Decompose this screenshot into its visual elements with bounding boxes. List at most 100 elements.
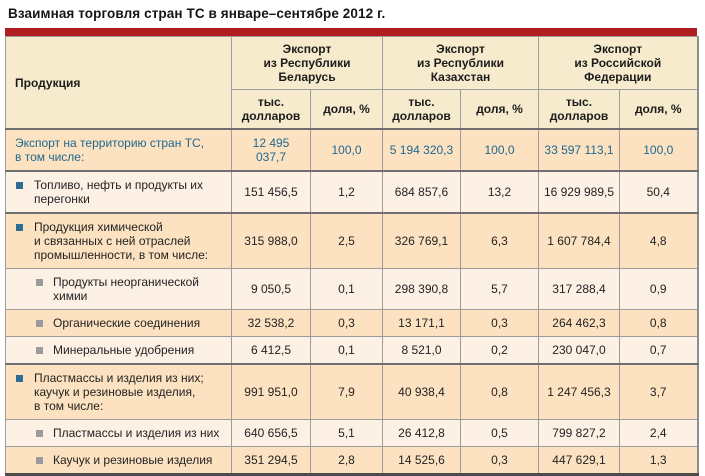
value-cell: 317 288,4 — [538, 268, 620, 310]
row-label: Каучук и резиновые изделия — [5, 446, 232, 475]
value-cell: 326 769,1 — [382, 212, 461, 269]
value-cell: 5,1 — [310, 419, 383, 447]
column-header-export-russia: Экспорт из Российской Федерации — [537, 36, 699, 90]
value-cell: 351 294,5 — [231, 446, 311, 475]
value-cell: 640 656,5 — [231, 419, 311, 447]
row-label-text: Продукты неорганической химии — [53, 275, 200, 303]
column-header-thousand-dollars-kazakhstan: тыс. долларов — [382, 89, 461, 130]
value-cell: 50,4 — [618, 170, 699, 214]
value-cell: 100,0 — [310, 128, 383, 172]
value-cell: 264 462,3 — [538, 309, 620, 337]
row-label-text: Пластмассы и изделия из них; каучук и ре… — [34, 371, 204, 413]
table-header: Продукция Экспорт из Республики Беларусь… — [5, 36, 699, 130]
row-label: Минеральные удобрения — [5, 336, 232, 365]
gray-square-bullet-icon — [36, 320, 43, 327]
column-header-export-belarus: Экспорт из Республики Беларусь — [231, 36, 383, 90]
value-cell: 6,3 — [460, 212, 539, 269]
value-cell: 100,0 — [618, 128, 699, 172]
column-header-product: Продукция — [5, 36, 232, 130]
table-row: Минеральные удобрения 6 412,5 0,1 8 521,0 0,… — [5, 336, 699, 365]
value-cell: 447 629,1 — [538, 446, 620, 475]
table-header-row-groups: Продукция Экспорт из Республики Беларусь… — [5, 36, 699, 130]
column-header-export-kazakhstan: Экспорт из Республики Казахстан — [382, 36, 539, 90]
row-label: Топливо, нефть и продукты их перегонки — [5, 170, 232, 214]
blue-square-bullet-icon — [16, 375, 23, 382]
column-header-share-kazakhstan: доля, % — [460, 89, 539, 130]
value-cell: 0,5 — [460, 419, 539, 447]
value-cell: 0,1 — [310, 336, 383, 365]
page-title: Взаимная торговля стран ТС в январе–сент… — [8, 6, 386, 21]
value-cell: 40 938,4 — [382, 363, 461, 420]
table-row: Экспорт на территорию стран ТС, в том чи… — [5, 128, 699, 172]
value-cell: 16 929 989,5 — [538, 170, 620, 214]
value-cell: 6 412,5 — [231, 336, 311, 365]
value-cell: 8 521,0 — [382, 336, 461, 365]
row-label-text: Каучук и резиновые изделия — [53, 453, 213, 467]
value-cell: 0,8 — [618, 309, 699, 337]
value-cell: 0,3 — [310, 309, 383, 337]
row-label: Продукция химической и связанных с ней о… — [5, 212, 232, 269]
value-cell: 0,1 — [310, 268, 383, 310]
table-row: Пластмассы и изделия из них 640 656,5 5,1 2… — [5, 419, 699, 447]
value-cell: 5,7 — [460, 268, 539, 310]
value-cell: 799 827,2 — [538, 419, 620, 447]
value-cell: 315 988,0 — [231, 212, 311, 269]
value-cell: 32 538,2 — [231, 309, 311, 337]
value-cell: 1,3 — [618, 446, 699, 475]
value-cell: 26 412,8 — [382, 419, 461, 447]
column-header-thousand-dollars-russia: тыс. долларов — [538, 89, 620, 130]
value-cell: 1 247 456,3 — [538, 363, 620, 420]
value-cell: 151 456,5 — [231, 170, 311, 214]
gray-square-bullet-icon — [36, 430, 43, 437]
value-cell: 0,8 — [460, 363, 539, 420]
value-cell: 2,5 — [310, 212, 383, 269]
row-label-text: Продукция химической и связанных с ней о… — [34, 220, 209, 262]
trade-table: Продукция Экспорт из Республики Беларусь… — [5, 36, 699, 476]
value-cell: 13 171,1 — [382, 309, 461, 337]
blue-square-bullet-icon — [16, 224, 23, 231]
gray-square-bullet-icon — [36, 279, 43, 286]
table-row: Каучук и резиновые изделия 351 294,5 2,8 14… — [5, 446, 699, 475]
value-cell: 5 194 320,3 — [382, 128, 461, 172]
value-cell: 9 050,5 — [231, 268, 311, 310]
row-label: Пластмассы и изделия из них — [5, 419, 232, 447]
row-label: Органические соединения — [5, 309, 232, 337]
value-cell: 0,3 — [460, 446, 539, 475]
value-cell: 991 951,0 — [231, 363, 311, 420]
value-cell: 684 857,6 — [382, 170, 461, 214]
table-row: Топливо, нефть и продукты их перегонки 15… — [5, 170, 699, 214]
table-row: Продукты неорганической химии 9 050,5 0,1 2… — [5, 268, 699, 310]
value-cell: 0,7 — [618, 336, 699, 365]
blue-square-bullet-icon — [16, 182, 23, 189]
value-cell: 1,2 — [310, 170, 383, 214]
table-header-row-measures: тыс. долларов доля, % тыс. долларов доля… — [6, 89, 699, 130]
table-row: Органические соединения 32 538,2 0,3 13 171… — [5, 309, 699, 337]
value-cell: 12 495 037,7 — [231, 128, 311, 172]
value-cell: 3,7 — [618, 363, 699, 420]
gray-square-bullet-icon — [36, 347, 43, 354]
value-cell: 33 597 113,1 — [538, 128, 620, 172]
value-cell: 4,8 — [618, 212, 699, 269]
value-cell: 7,9 — [310, 363, 383, 420]
value-cell: 0,3 — [460, 309, 539, 337]
row-label-text: Экспорт на территорию стран ТС, в том чи… — [15, 136, 205, 164]
gray-square-bullet-icon — [36, 457, 43, 464]
value-cell: 100,0 — [460, 128, 539, 172]
row-label: Экспорт на территорию стран ТС, в том чи… — [5, 128, 232, 172]
value-cell: 0,9 — [618, 268, 699, 310]
value-cell: 230 047,0 — [538, 336, 620, 365]
table-body: Экспорт на территорию стран ТС, в том чи… — [5, 128, 699, 475]
row-label: Пластмассы и изделия из них; каучук и ре… — [5, 363, 232, 420]
column-header-share-russia: доля, % — [618, 89, 699, 130]
value-cell: 0,2 — [460, 336, 539, 365]
row-label-text: Пластмассы и изделия из них — [53, 426, 220, 440]
column-header-share-belarus: доля, % — [310, 89, 383, 130]
column-header-thousand-dollars-belarus: тыс. долларов — [231, 89, 311, 130]
row-label-text: Топливо, нефть и продукты их перегонки — [34, 178, 204, 206]
value-cell: 298 390,8 — [382, 268, 461, 310]
value-cell: 1 607 784,4 — [538, 212, 620, 269]
row-label: Продукты неорганической химии — [5, 268, 232, 310]
accent-bar — [5, 28, 697, 36]
row-label-text: Органические соединения — [53, 316, 201, 330]
